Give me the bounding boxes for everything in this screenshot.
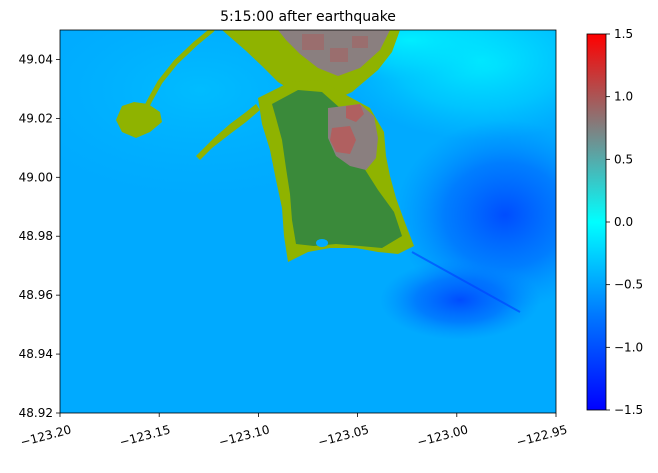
colorbar-tick-label: −0.5: [614, 278, 643, 292]
x-axis: −123.20 −123.15 −123.10 −123.05 −123.00 −122.…: [19, 413, 569, 449]
spit: [196, 104, 260, 160]
x-tick-label: −123.05: [316, 422, 370, 449]
peninsula-interior: [272, 90, 402, 248]
x-tick-label: −123.10: [217, 422, 271, 449]
y-tick-label: 49.00: [19, 170, 53, 184]
x-tick-label: −123.00: [416, 422, 470, 449]
y-tick-label: 49.02: [19, 111, 53, 125]
y-tick-label: 48.96: [19, 288, 53, 302]
urban-block: [352, 36, 368, 48]
urban-red-patch: [346, 104, 364, 122]
wake-streak: [411, 251, 521, 313]
jetty: [143, 30, 215, 111]
pond: [316, 239, 328, 247]
y-tick-label: 48.94: [19, 347, 53, 361]
y-tick-label: 48.92: [19, 406, 53, 420]
y-tick-label: 49.04: [19, 52, 53, 66]
urban-block: [302, 34, 324, 50]
colorbar-tick-label: 1.0: [614, 90, 633, 104]
colorbar-tick-label: 0.5: [614, 152, 633, 166]
colorbar-gradient: [586, 33, 607, 411]
x-tick-label: −123.20: [19, 422, 73, 449]
colorbar: −1.5 −1.0 −0.5 0.0 0.5 1.0 1.5: [586, 27, 643, 417]
heatmap-field: [60, 30, 556, 413]
y-tick-label: 48.98: [19, 229, 53, 243]
x-tick-label: −123.15: [118, 422, 172, 449]
low-water-region-south: [380, 260, 540, 340]
colorbar-tick-label: 1.5: [614, 27, 633, 41]
small-island-west: [116, 102, 162, 138]
colorbar-tick-label: −1.0: [614, 340, 643, 354]
y-axis: 48.92 48.94 48.96 48.98 49.00 49.02 49.04: [19, 52, 60, 420]
colorbar-tick-label: 0.0: [614, 215, 633, 229]
urban-red-patch: [330, 126, 356, 154]
colorbar-ticks: −1.5 −1.0 −0.5 0.0 0.5 1.0 1.5: [606, 27, 643, 417]
chart-title: 5:15:00 after earthquake: [220, 9, 396, 25]
colorbar-tick-label: −1.5: [614, 403, 643, 417]
plot-frame: [59, 29, 557, 414]
x-tick-label: −122.95: [515, 422, 569, 449]
urban-block: [330, 48, 348, 62]
